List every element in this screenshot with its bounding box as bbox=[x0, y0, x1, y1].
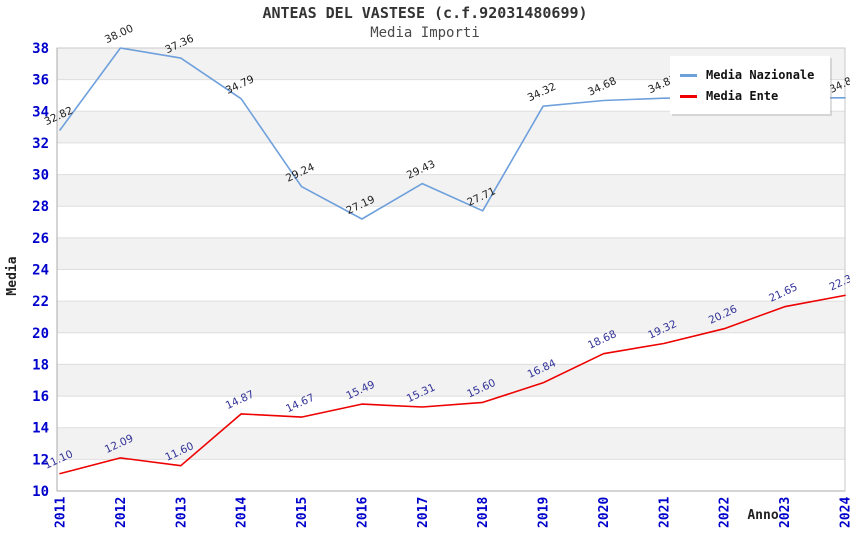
x-tick-label: 2013 bbox=[174, 497, 189, 528]
legend-line-icon-media-ente bbox=[680, 94, 697, 98]
grid-band bbox=[57, 427, 845, 460]
y-tick-label: 18 bbox=[32, 357, 49, 373]
x-tick-label: 2022 bbox=[718, 497, 733, 528]
data-point-label: 38.00 bbox=[103, 22, 135, 46]
x-tick-label: 2014 bbox=[235, 497, 250, 528]
grid-band bbox=[57, 237, 845, 270]
chart-title: ANTEAS DEL VASTESE (c.f.92031480699) bbox=[262, 4, 588, 22]
grid-band bbox=[57, 174, 845, 207]
y-tick-label: 26 bbox=[32, 231, 49, 247]
grid-band bbox=[57, 111, 845, 143]
grid-band bbox=[57, 301, 845, 333]
x-tick-label: 2020 bbox=[597, 497, 612, 528]
series-line-media-ente bbox=[59, 294, 846, 475]
data-point-label: 34.32 bbox=[526, 81, 558, 105]
x-tick-label: 2011 bbox=[54, 497, 69, 528]
data-point-label: 22.36 bbox=[828, 270, 850, 294]
y-tick-label: 30 bbox=[32, 168, 49, 184]
y-tick-label: 22 bbox=[32, 294, 49, 310]
legend-label: Media Ente bbox=[706, 89, 779, 103]
y-tick-label: 20 bbox=[32, 326, 49, 342]
y-tick-label: 32 bbox=[32, 136, 49, 152]
legend-item-media-nazionale: Media Nazionale bbox=[680, 68, 822, 82]
y-tick-label: 34 bbox=[32, 104, 49, 120]
chart-legend: Media Nazionale Media Ente bbox=[670, 56, 830, 114]
x-tick-label: 2012 bbox=[114, 497, 129, 528]
x-tick-label: 2024 bbox=[839, 497, 850, 528]
y-tick-label: 12 bbox=[32, 452, 49, 468]
y-tick-label: 28 bbox=[32, 199, 49, 215]
x-tick-label: 2019 bbox=[537, 497, 552, 528]
y-tick-label: 10 bbox=[32, 484, 49, 500]
y-axis-title: Media bbox=[5, 256, 20, 295]
x-tick-label: 2023 bbox=[778, 497, 793, 528]
x-tick-label: 2015 bbox=[295, 497, 310, 528]
legend-item-media-ente: Media Ente bbox=[680, 89, 822, 103]
y-tick-label: 16 bbox=[32, 389, 49, 405]
grid-band bbox=[57, 364, 845, 397]
legend-label: Media Nazionale bbox=[706, 68, 815, 82]
x-tick-label: 2018 bbox=[476, 497, 491, 528]
x-tick-label: 2016 bbox=[355, 497, 370, 528]
y-tick-label: 24 bbox=[32, 263, 49, 279]
chart-subtitle: Media Importi bbox=[370, 25, 480, 41]
x-tick-label: 2021 bbox=[657, 497, 672, 528]
y-tick-label: 14 bbox=[32, 421, 49, 437]
y-tick-label: 36 bbox=[32, 73, 49, 89]
x-tick-label: 2017 bbox=[416, 497, 431, 528]
y-tick-label: 38 bbox=[32, 41, 49, 57]
x-axis-title: Anno bbox=[747, 508, 778, 523]
legend-line-icon-media-nazionale bbox=[680, 73, 697, 77]
